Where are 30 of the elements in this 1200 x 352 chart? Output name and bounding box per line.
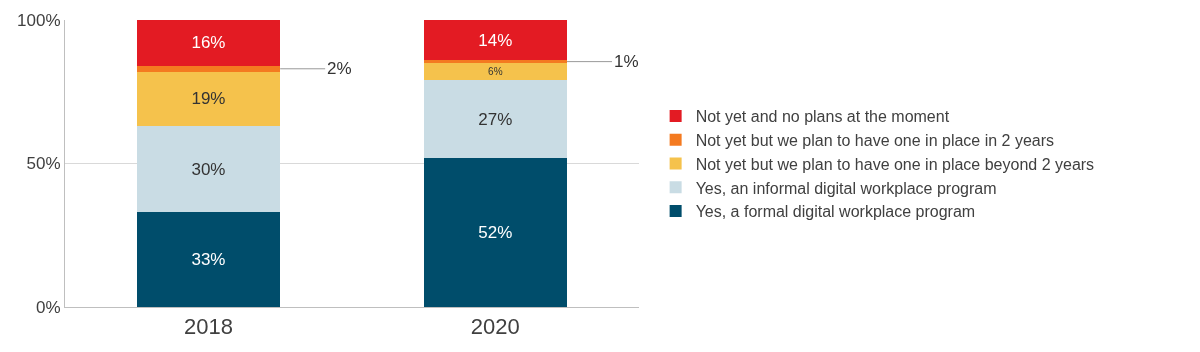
data-label: 14% [478, 30, 513, 50]
y-tick-label: 50% [26, 154, 61, 174]
y-tick-label: 100% [17, 10, 61, 30]
data-label: 27% [478, 109, 513, 129]
bar [136, 212, 281, 307]
bar [136, 71, 281, 127]
data-label: 52% [478, 222, 513, 242]
bar [423, 80, 568, 158]
bar [136, 126, 281, 213]
data-label: 2% [327, 59, 352, 78]
data-label: 16% [191, 33, 226, 53]
legend-label: Not yet and no plans at the moment [695, 108, 950, 126]
bar [423, 20, 568, 61]
bar [136, 65, 281, 72]
data-label: 6% [488, 65, 503, 77]
legend-label: Yes, a formal digital workplace program [695, 203, 976, 221]
legend-label: Not yet but we plan to have one in place in 2 years [695, 131, 1055, 149]
bar [423, 60, 568, 64]
bar [423, 63, 568, 81]
data-label: 1% [614, 52, 639, 71]
legend-label: Yes, an informal digital workplace program [695, 179, 997, 197]
data-label: 19% [191, 89, 226, 109]
data-label: 30% [191, 159, 226, 179]
bar [423, 157, 568, 307]
y-tick-label: 0% [36, 297, 61, 317]
x-tick-label: 2018 [183, 314, 233, 340]
bar [136, 20, 281, 66]
x-tick-label: 2020 [470, 314, 520, 340]
legend-label: Not yet but we plan to have one in place beyond 2 years [695, 155, 1095, 173]
data-label: 33% [191, 250, 226, 270]
